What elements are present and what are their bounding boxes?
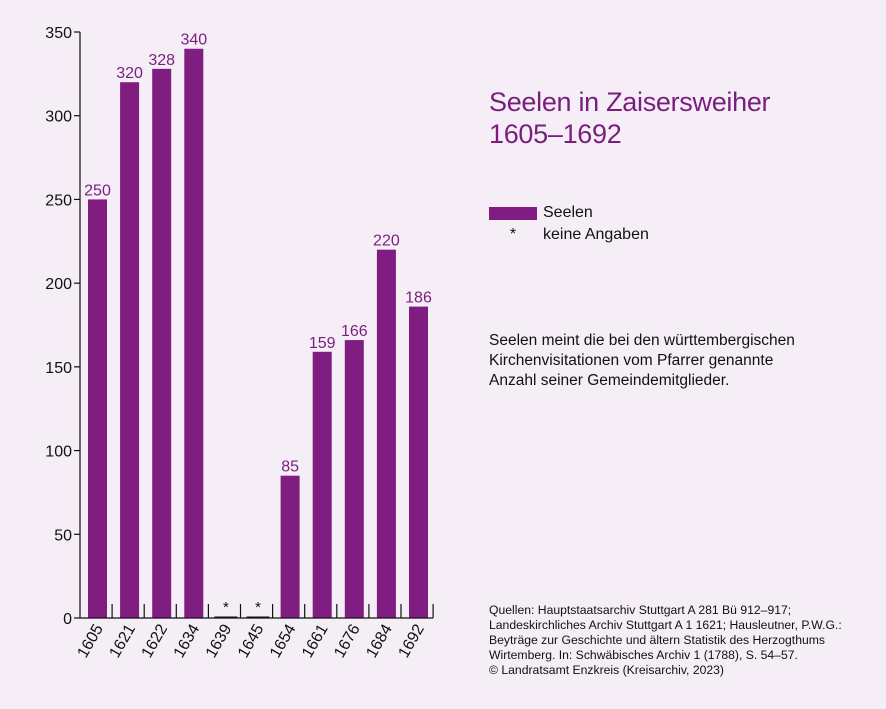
x-tick-label: 1654 [267, 621, 300, 660]
bar [409, 306, 428, 618]
x-tick-label: 1692 [395, 621, 428, 660]
sources-line-4: Wirtemberg. In: Schwäbisches Archiv 1 (1… [489, 648, 798, 662]
bar [376, 249, 396, 618]
legend: Seelen * keine Angaben [489, 202, 649, 246]
data-label: 250 [84, 182, 111, 199]
data-label: 220 [373, 233, 400, 250]
data-label: 85 [281, 459, 299, 476]
legend-star-symbol: * [509, 226, 517, 243]
y-tick-label: 0 [63, 611, 72, 628]
sources-line-3: Beyträge zur Geschichte und ältern Stati… [489, 633, 825, 647]
data-labels: 250 320 328 340 * * 85 159 166 220 186 [84, 32, 432, 616]
y-tick-label: 350 [45, 25, 72, 42]
sources-line-2: Landeskirchliches Archiv Stuttgart A 1 1… [489, 618, 842, 632]
data-label: 320 [116, 65, 143, 82]
y-axis: 0 50 100 150 200 250 300 350 [45, 25, 81, 628]
bar [152, 68, 172, 618]
bars [88, 48, 428, 618]
bar [280, 475, 300, 618]
bar [344, 340, 364, 618]
data-label: 340 [180, 32, 207, 49]
note-line-1: Seelen meint die bei den württembergisch… [489, 332, 795, 349]
x-tick-label: 1622 [139, 621, 172, 660]
data-label: 328 [148, 52, 175, 69]
missing-marker: * [255, 599, 261, 616]
y-tick-label: 150 [45, 360, 72, 377]
note-line-3: Anzahl seiner Gemeindemitglieder. [489, 372, 730, 389]
y-tick-label: 250 [45, 192, 72, 209]
x-tick-label: 1605 [74, 621, 107, 660]
bar [120, 82, 140, 618]
legend-label-seelen: Seelen [543, 204, 593, 221]
missing-marker: * [223, 599, 229, 616]
bar [312, 351, 332, 618]
explanatory-note: Seelen meint die bei den württembergisch… [489, 331, 869, 391]
data-label: 159 [309, 335, 336, 352]
y-tick-label: 100 [45, 444, 72, 461]
sources-line-1: Quellen: Hauptstaatsarchiv Stuttgart A 2… [489, 603, 792, 617]
bar-chart: 0 50 100 150 200 250 300 350 250 320 328 340 * * 85 15… [45, 25, 434, 661]
legend-label-missing: keine Angaben [543, 226, 649, 243]
data-label: 166 [341, 323, 368, 340]
sources-text: Quellen: Hauptstaatsarchiv Stuttgart A 2… [489, 603, 879, 678]
legend-item-seelen: Seelen [489, 202, 649, 224]
x-tick-label: 1684 [363, 621, 396, 660]
sources-line-5: © Landratsamt Enzkreis (Kreisarchiv, 202… [489, 663, 724, 677]
chart-title: Seelen in Zaisersweiher 1605–1692 [489, 86, 771, 150]
y-tick-label: 300 [45, 109, 72, 126]
legend-item-missing: * keine Angaben [489, 224, 649, 246]
chart-title-line-2: 1605–1692 [489, 119, 622, 149]
data-label: 186 [405, 290, 432, 307]
chart-title-line-1: Seelen in Zaisersweiher [489, 87, 771, 117]
y-tick-label: 50 [54, 527, 72, 544]
x-tick-label: 1645 [235, 621, 268, 660]
x-tick-label: 1661 [299, 621, 332, 660]
y-tick-label: 200 [45, 276, 72, 293]
x-tick-label: 1676 [331, 621, 364, 660]
x-tick-label: 1639 [203, 621, 236, 660]
x-tick-label: 1621 [107, 621, 140, 660]
bar [184, 48, 204, 618]
legend-swatch [489, 206, 537, 220]
note-line-2: Kirchenvisitationen vom Pfarrer genannte [489, 352, 774, 369]
bar [88, 199, 107, 618]
x-tick-label: 1634 [171, 621, 204, 660]
